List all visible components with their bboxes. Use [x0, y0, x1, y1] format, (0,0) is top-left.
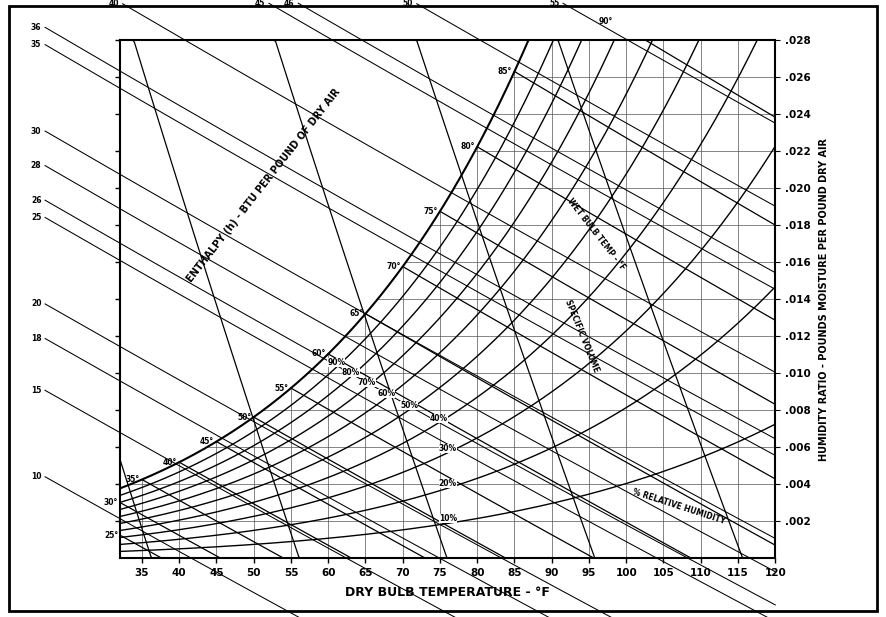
Text: 60°: 60°	[312, 349, 326, 358]
Text: 50%: 50%	[400, 401, 418, 410]
Text: 90°: 90°	[599, 17, 613, 27]
Text: 50°: 50°	[237, 413, 252, 421]
Text: 35°: 35°	[126, 475, 140, 484]
Text: 80%: 80%	[341, 368, 360, 377]
X-axis label: DRY BULB TEMPERATURE - °F: DRY BULB TEMPERATURE - °F	[345, 586, 550, 600]
Text: 20: 20	[31, 299, 42, 308]
Text: 40%: 40%	[430, 414, 447, 423]
Text: 70%: 70%	[358, 378, 377, 387]
Text: 36: 36	[31, 23, 42, 32]
Text: 40°: 40°	[163, 458, 177, 466]
Text: 10%: 10%	[439, 515, 457, 523]
Text: 45°: 45°	[200, 437, 214, 446]
Text: 20%: 20%	[439, 479, 457, 488]
Text: 60%: 60%	[377, 389, 395, 398]
Text: SPECIFIC VOLUME: SPECIFIC VOLUME	[563, 299, 600, 374]
Text: 75°: 75°	[424, 207, 438, 216]
Text: 55: 55	[549, 0, 559, 8]
Text: 50: 50	[402, 0, 413, 8]
Text: 46: 46	[284, 0, 294, 8]
Text: 40: 40	[108, 0, 119, 8]
Text: 45: 45	[255, 0, 265, 8]
Text: 10: 10	[31, 472, 42, 481]
Text: 26: 26	[31, 196, 42, 205]
Text: 35: 35	[31, 40, 42, 49]
Text: WET BULB TEMP - °F: WET BULB TEMP - °F	[565, 197, 627, 272]
Text: 65°: 65°	[349, 309, 363, 318]
Text: 30%: 30%	[439, 444, 457, 453]
Text: 25°: 25°	[105, 531, 119, 540]
Text: 30: 30	[31, 126, 42, 136]
Text: ENTHALPY (h) - BTU PER POUND OF DRY AIR: ENTHALPY (h) - BTU PER POUND OF DRY AIR	[185, 86, 343, 284]
Text: 80°: 80°	[461, 143, 475, 151]
Text: 25: 25	[31, 213, 42, 222]
Text: 15: 15	[31, 386, 42, 395]
Y-axis label: HUMIDITY RATIO - POUNDS MOISTURE PER POUND DRY AIR: HUMIDITY RATIO - POUNDS MOISTURE PER POU…	[820, 138, 829, 461]
Text: 55°: 55°	[275, 384, 289, 392]
Text: 70°: 70°	[386, 262, 400, 271]
Text: 90%: 90%	[327, 358, 346, 368]
Text: 28: 28	[31, 161, 42, 170]
Text: 18: 18	[31, 334, 42, 343]
Text: 30°: 30°	[104, 498, 118, 507]
Text: % RELATIVE HUMIDITY: % RELATIVE HUMIDITY	[631, 487, 726, 526]
Text: 85°: 85°	[498, 67, 512, 76]
